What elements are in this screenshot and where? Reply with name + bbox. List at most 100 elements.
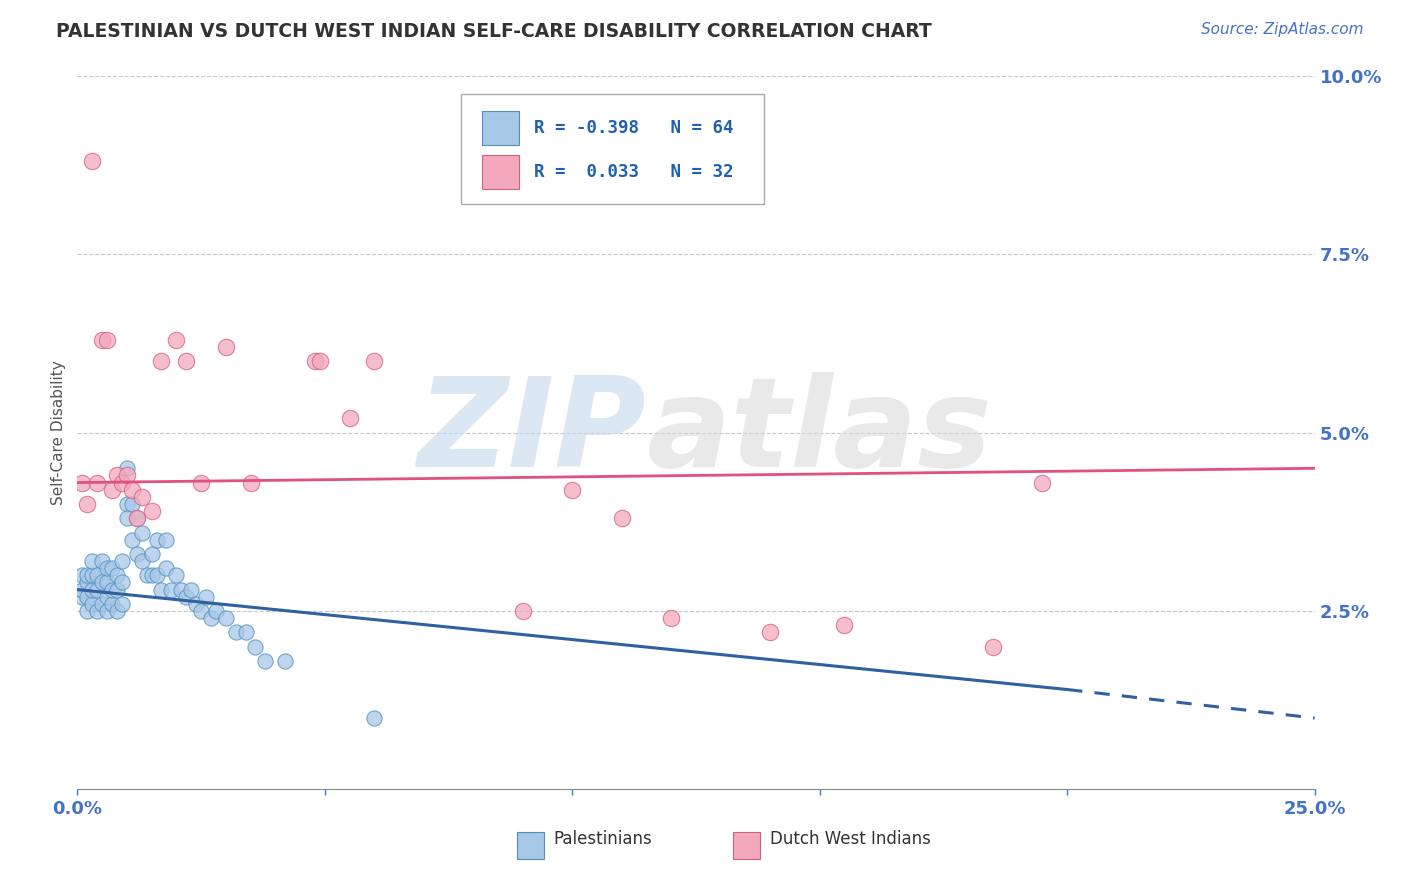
Point (981, 640, 1004, 654)
Point (160, 582, 183, 597)
Point (91, 575, 114, 590)
Point (111, 475, 134, 490)
Point (165, 333, 187, 347)
Point (512, 604, 534, 618)
Point (96, 604, 118, 618)
Point (150, 582, 173, 597)
Point (363, 711, 385, 725)
Text: R =  0.033   N = 32: R = 0.033 N = 32 (534, 162, 734, 181)
Point (834, 618, 856, 632)
Point (76, 568, 98, 582)
Point (170, 582, 193, 597)
Point (155, 561, 177, 575)
Point (91, 554, 114, 568)
Text: Source: ZipAtlas.com: Source: ZipAtlas.com (1201, 22, 1364, 37)
Point (76, 575, 98, 590)
Point (82, 154, 104, 169)
Text: atlas: atlas (647, 372, 993, 493)
Point (96, 333, 118, 347)
Point (145, 533, 167, 547)
Point (141, 504, 163, 518)
Point (76, 590, 98, 604)
Text: Palestinians: Palestinians (554, 830, 652, 848)
Point (101, 582, 124, 597)
Point (215, 611, 238, 625)
Point (174, 590, 197, 604)
Point (150, 354, 173, 368)
FancyBboxPatch shape (482, 154, 519, 189)
Point (125, 511, 148, 525)
Point (96, 561, 118, 575)
Point (190, 604, 212, 618)
Point (72, 582, 94, 597)
Point (205, 604, 228, 618)
Point (111, 554, 134, 568)
Point (105, 582, 128, 597)
Point (135, 568, 157, 582)
Point (101, 483, 124, 497)
Point (339, 411, 361, 425)
Point (254, 654, 277, 668)
Point (659, 611, 682, 625)
Point (245, 640, 267, 654)
Text: ZIP: ZIP (418, 372, 647, 493)
Point (165, 568, 187, 582)
Point (82, 597, 104, 611)
Point (91, 597, 114, 611)
FancyBboxPatch shape (516, 831, 544, 859)
Point (101, 561, 124, 575)
Text: PALESTINIAN VS DUTCH WEST INDIAN SELF-CARE DISABILITY CORRELATION CHART: PALESTINIAN VS DUTCH WEST INDIAN SELF-CA… (56, 22, 932, 41)
Point (96, 590, 118, 604)
Point (759, 625, 782, 640)
Point (101, 597, 124, 611)
Point (141, 547, 163, 561)
Point (115, 497, 138, 511)
Point (308, 354, 330, 368)
Point (105, 468, 128, 483)
Text: Dutch West Indians: Dutch West Indians (770, 830, 931, 848)
Point (115, 461, 138, 475)
Point (72, 475, 94, 490)
Point (131, 554, 153, 568)
Point (304, 354, 326, 368)
Y-axis label: Self-Care Disability: Self-Care Disability (51, 360, 66, 505)
Point (115, 511, 138, 525)
Point (111, 597, 134, 611)
Point (121, 483, 143, 497)
Point (610, 511, 633, 525)
Point (91, 333, 114, 347)
Point (190, 475, 212, 490)
Point (215, 340, 238, 354)
Point (131, 490, 153, 504)
Point (155, 533, 177, 547)
Point (363, 354, 385, 368)
Point (86, 475, 108, 490)
Point (274, 654, 297, 668)
Point (121, 533, 143, 547)
Point (174, 354, 197, 368)
Point (239, 475, 262, 490)
FancyBboxPatch shape (733, 831, 761, 859)
Point (141, 568, 163, 582)
Point (86, 604, 108, 618)
FancyBboxPatch shape (461, 94, 763, 204)
Point (184, 597, 207, 611)
Point (131, 525, 153, 540)
Point (72, 568, 94, 582)
Point (105, 568, 128, 582)
Point (86, 582, 108, 597)
Point (115, 468, 138, 483)
Point (76, 497, 98, 511)
Point (125, 547, 148, 561)
Point (145, 568, 167, 582)
Point (200, 611, 222, 625)
Point (82, 582, 104, 597)
Point (86, 568, 108, 582)
Point (105, 604, 128, 618)
Point (111, 575, 134, 590)
Point (195, 590, 218, 604)
Text: R = -0.398   N = 64: R = -0.398 N = 64 (534, 120, 734, 137)
FancyBboxPatch shape (482, 112, 519, 145)
Point (561, 483, 583, 497)
Point (180, 582, 202, 597)
